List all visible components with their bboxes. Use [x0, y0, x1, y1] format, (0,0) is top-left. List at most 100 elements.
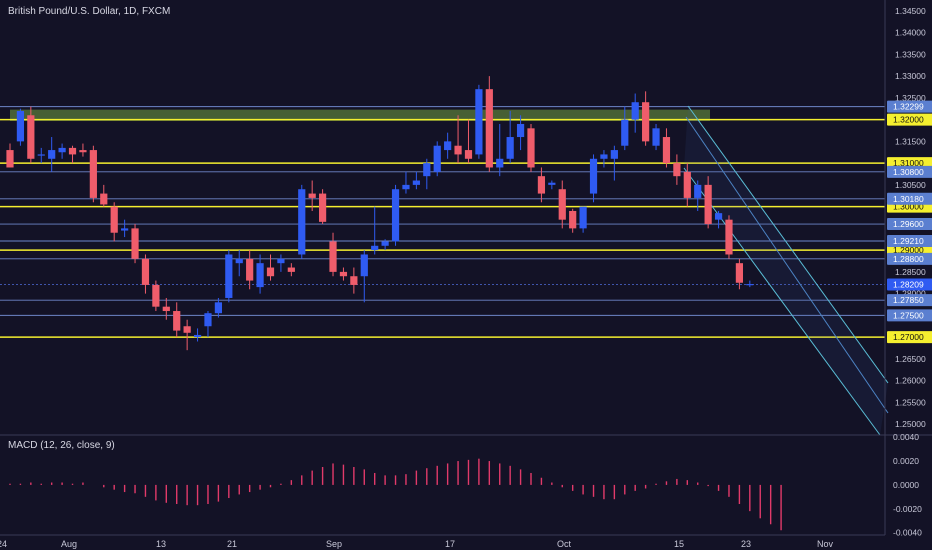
price-tick-label: 1.34500 [895, 6, 926, 16]
candle-body[interactable] [277, 258, 285, 264]
candle-body[interactable] [381, 241, 389, 246]
candle-body[interactable] [548, 182, 556, 185]
price-pane[interactable] [0, 76, 889, 436]
candle-body[interactable] [579, 206, 587, 229]
price-tick-label: 1.26500 [895, 354, 926, 364]
candle-body[interactable] [225, 254, 233, 298]
level-tag [887, 218, 932, 231]
candle-body[interactable] [360, 254, 368, 277]
candle-body[interactable] [569, 210, 577, 229]
candle-body[interactable] [37, 154, 45, 156]
candle-body[interactable] [131, 228, 139, 259]
level-tag-label: 1.27000 [893, 332, 924, 342]
level-tag [887, 309, 932, 322]
candle-body[interactable] [537, 176, 546, 194]
candle-body[interactable] [173, 311, 181, 331]
candle-body[interactable] [412, 180, 420, 185]
candle-body[interactable] [298, 189, 306, 255]
candle-body[interactable] [27, 115, 35, 159]
candle-body[interactable] [350, 276, 358, 285]
candle-body[interactable] [527, 128, 535, 168]
candle-body[interactable] [68, 147, 77, 155]
candle-body[interactable] [141, 258, 150, 285]
candle-body[interactable] [444, 141, 452, 151]
price-tick-label: 1.26000 [895, 376, 926, 386]
candle-body[interactable] [183, 326, 191, 333]
candle-body[interactable] [162, 306, 170, 312]
candle-body[interactable] [621, 119, 629, 146]
candle-body[interactable] [516, 123, 525, 138]
price-tick-label: 1.32500 [895, 93, 926, 103]
candle-body[interactable] [16, 110, 25, 142]
candle-body[interactable] [110, 206, 118, 233]
candle-body[interactable] [673, 163, 681, 177]
candle-body[interactable] [694, 184, 702, 198]
level-tag [887, 294, 932, 307]
resistance-zone [10, 109, 710, 121]
level-tag [887, 100, 932, 113]
channel-line-1[interactable] [687, 105, 889, 384]
candle-body[interactable] [475, 89, 483, 155]
candle-body[interactable] [589, 158, 598, 194]
candle-body[interactable] [683, 171, 691, 198]
candle-body[interactable] [89, 150, 97, 198]
candle-body[interactable] [204, 313, 212, 327]
candle-body[interactable] [631, 102, 639, 120]
candle-body[interactable] [464, 150, 473, 159]
candle-body[interactable] [485, 89, 493, 168]
price-tick-label: 1.33000 [895, 71, 926, 81]
candle-body[interactable] [6, 150, 14, 168]
time-tick-label: Sep [326, 539, 342, 549]
candle-body[interactable] [433, 145, 441, 172]
candle-body[interactable] [152, 284, 160, 307]
candle-body[interactable] [339, 271, 348, 277]
candle-body[interactable] [319, 193, 327, 222]
candle-body[interactable] [48, 150, 56, 159]
candle-body[interactable] [402, 184, 410, 190]
candle-body[interactable] [214, 302, 222, 314]
candle-body[interactable] [371, 245, 379, 251]
candle-body[interactable] [121, 228, 129, 231]
candle-body[interactable] [391, 189, 400, 242]
candle-body[interactable] [506, 137, 514, 159]
channel-line-3[interactable] [683, 167, 881, 436]
price-tick-label: 1.30500 [895, 180, 926, 190]
candle-body[interactable] [287, 267, 295, 272]
macd-pane[interactable] [9, 458, 782, 531]
time-tick-label: 17 [445, 539, 455, 549]
candle-body[interactable] [642, 102, 650, 142]
candle-body[interactable] [714, 213, 723, 220]
candle-body[interactable] [266, 267, 275, 277]
candle-body[interactable] [662, 137, 671, 164]
candle-body[interactable] [235, 258, 243, 264]
candle-body[interactable] [58, 147, 66, 153]
level-tag-label: 1.30000 [893, 202, 924, 212]
macd-tick-label: -0.0020 [893, 504, 922, 514]
candle-body[interactable] [454, 145, 462, 155]
candle-body[interactable] [746, 284, 754, 286]
candle-body[interactable] [308, 193, 316, 198]
price-tick-label: 1.31500 [895, 136, 926, 146]
candle-body[interactable] [79, 150, 87, 153]
candle-body[interactable] [100, 193, 108, 205]
candle-body[interactable] [725, 219, 733, 255]
candle-body[interactable] [600, 154, 608, 159]
candle-body[interactable] [256, 263, 264, 288]
candle-body[interactable] [652, 128, 660, 146]
candle-body[interactable] [610, 150, 618, 159]
current-price-label: 1.28209 [893, 280, 924, 290]
channel-line-2[interactable] [685, 116, 889, 414]
candle-body[interactable] [704, 184, 712, 225]
macd-tick-label: 0.0040 [893, 432, 919, 442]
candle-body[interactable] [246, 258, 254, 281]
candle-body[interactable] [558, 189, 566, 220]
candle-body[interactable] [329, 241, 337, 272]
candle-body[interactable] [496, 158, 504, 168]
candle-body[interactable] [735, 263, 743, 283]
candle-body[interactable] [423, 163, 431, 177]
time-tick-label: Aug [61, 539, 77, 549]
candle-body[interactable] [193, 334, 202, 338]
price-tick-label: 1.33500 [895, 49, 926, 59]
time-tick-label: 24 [0, 539, 7, 549]
